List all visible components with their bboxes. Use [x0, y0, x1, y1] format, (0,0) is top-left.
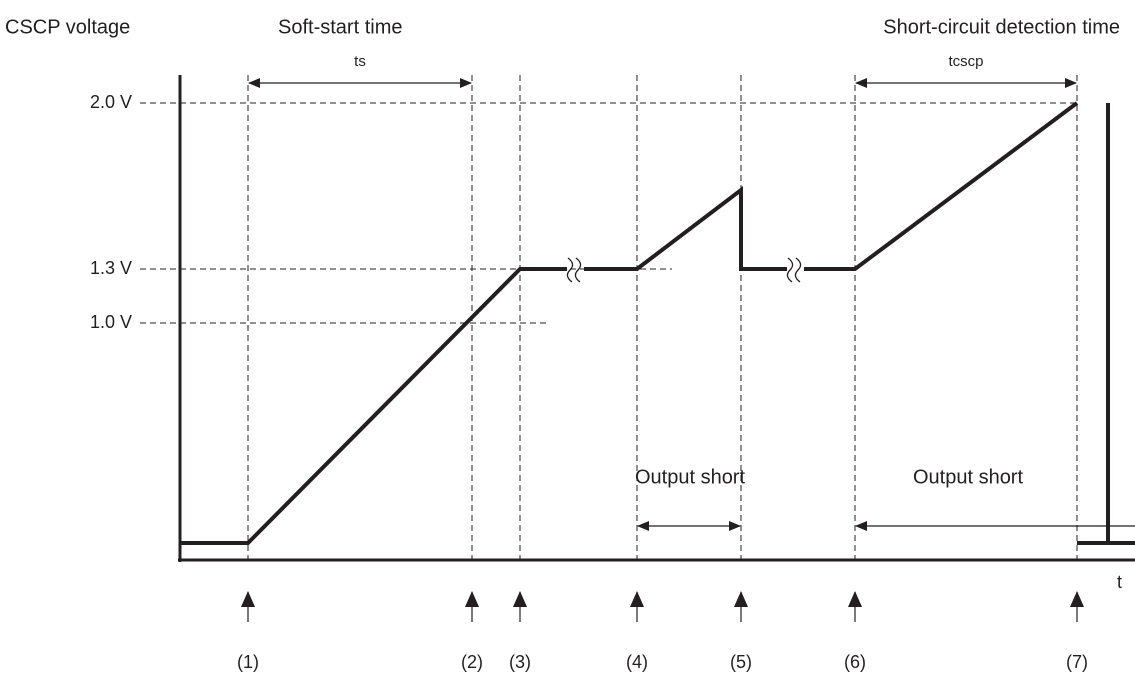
- interval-arrows: [248, 78, 1135, 531]
- tcscp-label: tcscp: [948, 53, 983, 70]
- x-axis-label: t: [1117, 572, 1122, 592]
- level-label: 1.0 V: [90, 312, 132, 332]
- soft-start-label: Soft-start time: [278, 16, 402, 38]
- event-arrows: [241, 591, 1084, 622]
- event-label: (5): [730, 652, 752, 672]
- event-label: (2): [461, 652, 483, 672]
- y-axis-label: CSCP voltage: [5, 16, 130, 38]
- event-label: (6): [844, 652, 866, 672]
- event-label: (1): [237, 652, 259, 672]
- waveform: [180, 101, 1135, 545]
- event-label: (4): [626, 652, 648, 672]
- output-short-label: Output short: [635, 466, 746, 488]
- level-label: 1.3 V: [90, 258, 132, 278]
- level-label: 2.0 V: [90, 92, 132, 112]
- event-label: (7): [1066, 652, 1088, 672]
- detection-label: Short-circuit detection time: [883, 16, 1120, 38]
- output-short-label: Output short: [913, 466, 1024, 488]
- event-label: (3): [509, 652, 531, 672]
- ts-label: ts: [354, 53, 366, 70]
- guides: [140, 75, 1078, 560]
- axes: [178, 75, 1135, 562]
